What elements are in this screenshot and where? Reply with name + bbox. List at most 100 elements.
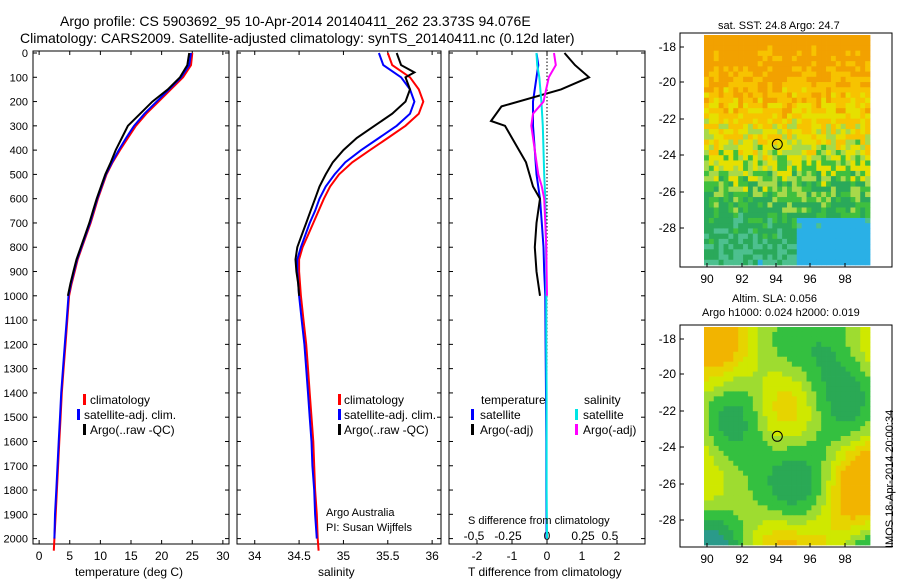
map-cell [806,520,812,526]
map-cell [767,396,773,402]
map-cell [747,118,754,125]
map-cell [830,520,837,526]
map-cell [860,416,866,422]
lon-tick-label: 96 [803,272,817,286]
map-cell [791,217,798,224]
map-cell [811,197,817,203]
map-cell [845,470,851,477]
map-cell [806,92,812,99]
map-cell [723,102,729,109]
map-cell [791,186,798,193]
map-cell [845,361,851,368]
map-cell [821,391,827,397]
sla-map-title-1: Altim. SLA: 0.056 [732,293,817,305]
map-cell [752,436,759,442]
map-cell [767,416,773,422]
map-cell [845,228,851,235]
map-cell [845,108,851,114]
map-cell [757,416,763,422]
map-cell [772,40,778,46]
map-cell [801,228,807,235]
map-cell [855,134,861,140]
map-cell [850,540,856,546]
map-cell [733,176,739,182]
map-cell [855,361,861,368]
map-cell [860,144,866,151]
map-cell [772,426,778,432]
map-cell [835,445,842,452]
map-cell [704,102,710,109]
y-tick-label: 2000 [4,534,28,546]
map-cell [738,475,744,481]
legend-label: satellite-adj. clim. [84,408,176,422]
map-cell [718,361,724,368]
map-cell [752,480,759,486]
s-difference-xlabel: S difference from climatology [468,515,610,527]
map-cell [865,530,871,536]
map-cell [757,123,763,130]
map-cell [757,170,763,177]
map-cell [855,515,861,521]
map-cell [777,102,783,109]
map-cell [718,381,724,387]
map-cell [772,55,778,62]
map-cell [713,108,720,114]
map-cell [704,485,710,491]
map-cell [777,61,783,67]
map-cell [811,530,817,536]
map-cell [850,170,856,177]
map-cell [757,480,763,486]
map-cell [777,202,783,208]
map-cell [816,376,822,382]
map-cell [835,102,842,109]
map-cell [811,371,817,377]
map-cell [806,361,812,368]
map-cell [738,356,744,363]
map-cell [757,50,763,57]
map-cell [821,500,827,506]
map-cell [747,254,754,261]
map-cell [767,525,773,531]
map-cell [752,426,759,432]
map-cell [782,376,788,382]
map-cell [796,55,803,62]
map-cell [830,92,837,99]
map-cell [762,450,768,457]
map-cell [816,113,822,120]
map-cell [865,465,871,472]
map-cell [762,129,768,135]
map-cell [801,259,807,266]
map-cell [801,535,807,541]
map-cell [860,381,866,387]
map-cell [738,331,744,338]
map-cell [743,40,749,46]
map-cell [850,416,856,422]
map-cell [767,197,773,203]
map-cell [782,223,788,229]
map-cell [787,144,793,151]
legend-label: satellite [583,408,624,422]
map-cell [728,525,734,531]
map-cell [747,346,754,353]
map-cell [830,351,837,358]
y-tick-label: 1800 [4,485,28,497]
map-cell [733,165,739,172]
temperature-legend: climatology satellite-adj. clim. Argo(..… [77,393,176,437]
map-cell [767,346,773,353]
map-cell [830,421,837,427]
map-cell [738,202,744,208]
map-cell [762,139,768,146]
map-cell [791,191,798,198]
map-cell [821,455,827,462]
map-cell [718,217,724,224]
map-cell [708,118,715,125]
map-cell [835,191,842,198]
map-cell [830,108,837,114]
map-cell [747,505,754,511]
map-cell [865,35,871,41]
map-cell [747,525,754,531]
map-cell [865,440,871,447]
map-cell [713,238,720,245]
argo-australia-note: Argo Australia [326,507,395,519]
map-cell [752,129,759,135]
